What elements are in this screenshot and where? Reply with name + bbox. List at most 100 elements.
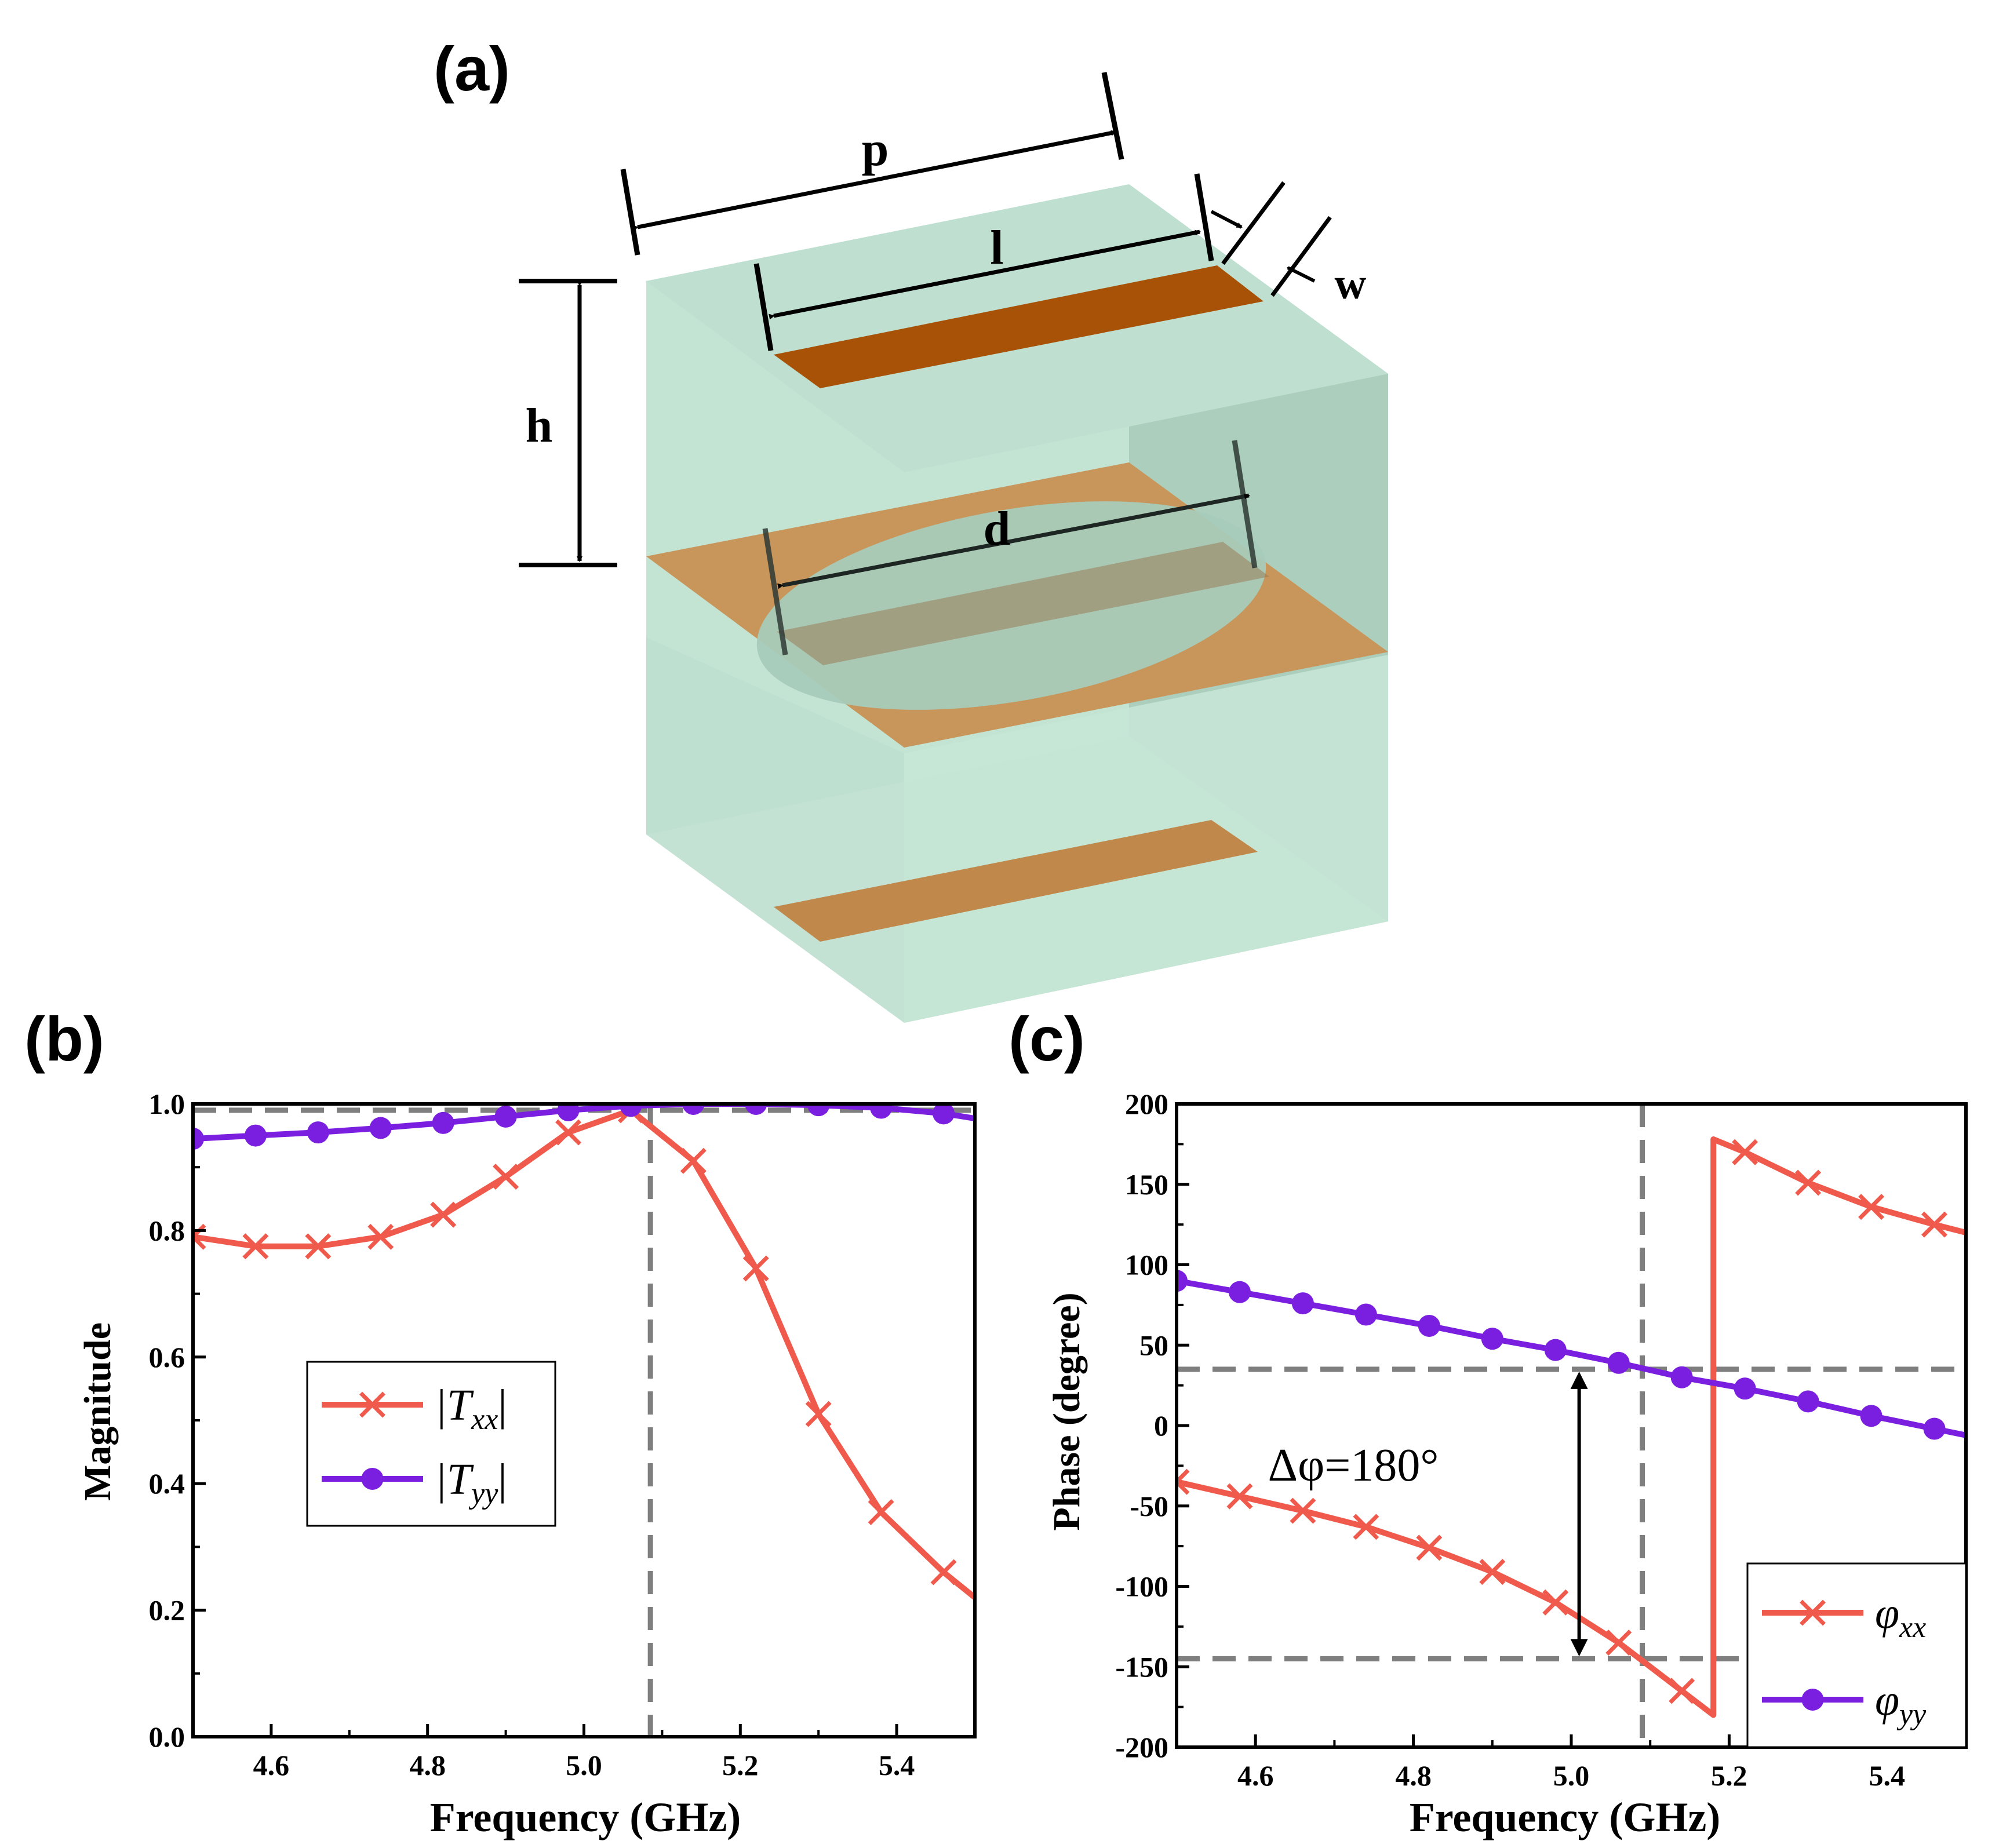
y-tick-label: 1.0 bbox=[149, 1088, 185, 1120]
dim-label-d: d bbox=[984, 502, 1011, 556]
marker-circle-yy bbox=[1670, 1366, 1693, 1388]
c-annotation: Δφ=180° bbox=[1268, 1440, 1439, 1491]
legend-label-xx: |Txx| bbox=[435, 1381, 507, 1436]
marker-circle-yy bbox=[244, 1124, 267, 1147]
y-tick-label: -100 bbox=[1115, 1570, 1168, 1603]
marker-x-xx bbox=[242, 1233, 269, 1260]
x-tick-label: 4.8 bbox=[409, 1749, 446, 1781]
marker-x-xx bbox=[1605, 1630, 1632, 1656]
legend-label-yy: |Tyy| bbox=[435, 1455, 507, 1510]
dim-label-l: l bbox=[990, 221, 1003, 275]
x-tick-label: 5.4 bbox=[1869, 1759, 1906, 1792]
series-yy bbox=[1177, 1270, 1966, 1440]
marker-x-xx bbox=[1226, 1483, 1253, 1510]
dim-label-h: h bbox=[526, 399, 553, 453]
y-tick-label: 150 bbox=[1125, 1168, 1168, 1201]
marker-x-xx bbox=[1177, 1468, 1190, 1495]
x-tick-label: 4.8 bbox=[1395, 1759, 1432, 1792]
c-xlabel: Frequency (GHz) bbox=[1410, 1794, 1721, 1840]
legend-box bbox=[306, 1361, 556, 1527]
marker-x-xx bbox=[868, 1499, 894, 1525]
marker-x-xx bbox=[1921, 1211, 1947, 1238]
y-tick-label: 0.6 bbox=[149, 1341, 185, 1373]
series-line-xx bbox=[1177, 1136, 1966, 1718]
x-tick-label: 5.0 bbox=[566, 1749, 602, 1781]
marker-x-xx bbox=[367, 1223, 394, 1250]
marker-circle-yy bbox=[1177, 1270, 1188, 1292]
legend-marker-x bbox=[359, 1391, 385, 1418]
marker-circle-yy bbox=[682, 1104, 705, 1115]
x-tick-label: 5.2 bbox=[722, 1749, 759, 1781]
marker-circle-yy bbox=[1923, 1417, 1946, 1440]
marker-circle-yy bbox=[1734, 1377, 1756, 1400]
x-tick-label: 5.0 bbox=[1553, 1759, 1590, 1792]
delta-phase-arrow bbox=[1570, 1371, 1588, 1657]
legend-label-yy: φyy bbox=[1875, 1676, 1927, 1731]
y-tick-label: 0.2 bbox=[149, 1594, 185, 1627]
y-tick-label: 200 bbox=[1125, 1088, 1168, 1120]
marker-x-xx bbox=[430, 1201, 457, 1228]
marker-circle-yy bbox=[193, 1128, 204, 1150]
marker-x-xx bbox=[1479, 1559, 1506, 1585]
marker-circle-yy bbox=[1291, 1292, 1314, 1315]
c-ylabel: Phase (degree) bbox=[1046, 1292, 1088, 1530]
legend-box bbox=[1746, 1562, 1967, 1748]
x-tick-label: 5.4 bbox=[879, 1749, 915, 1781]
y-tick-label: 100 bbox=[1125, 1249, 1168, 1281]
marker-circle-yy bbox=[494, 1105, 517, 1128]
legend-marker-circle bbox=[1801, 1689, 1824, 1711]
y-tick-label: 50 bbox=[1139, 1329, 1168, 1361]
marker-x-xx bbox=[805, 1401, 832, 1427]
marker-x-xx bbox=[1732, 1139, 1758, 1165]
marker-x-xx bbox=[305, 1233, 332, 1260]
marker-x-xx bbox=[555, 1119, 581, 1146]
panel-label-a: (a) bbox=[434, 34, 510, 104]
b-xlabel: Frequency (GHz) bbox=[430, 1794, 741, 1840]
marker-x-xx bbox=[742, 1255, 769, 1282]
y-tick-label: -200 bbox=[1115, 1731, 1168, 1763]
marker-x-xx bbox=[930, 1559, 957, 1585]
marker-x-xx bbox=[1353, 1514, 1379, 1540]
marker-x-xx bbox=[680, 1147, 707, 1174]
legend-marker-circle bbox=[361, 1468, 384, 1490]
marker-circle-yy bbox=[1354, 1303, 1377, 1326]
marker-circle-yy bbox=[1797, 1390, 1819, 1413]
marker-circle-yy bbox=[1481, 1328, 1503, 1350]
x-tick-label: 5.2 bbox=[1711, 1759, 1747, 1792]
marker-circle-yy bbox=[307, 1121, 329, 1144]
marker-x-xx bbox=[1542, 1589, 1569, 1616]
panel-label-b: (b) bbox=[24, 1004, 104, 1074]
marker-circle-yy bbox=[620, 1104, 642, 1117]
b-ylabel: Magnitude bbox=[77, 1322, 119, 1501]
marker-circle-yy bbox=[807, 1104, 830, 1117]
marker-circle-yy bbox=[1544, 1339, 1567, 1361]
marker-circle-yy bbox=[369, 1117, 392, 1139]
marker-circle-yy bbox=[432, 1111, 454, 1134]
legend-label-xx: φxx bbox=[1875, 1589, 1926, 1644]
unit-cell-schematic: p l w h d bbox=[519, 72, 1388, 1023]
marker-circle-yy bbox=[745, 1104, 767, 1115]
marker-circle-yy bbox=[1860, 1405, 1883, 1427]
marker-circle-yy bbox=[557, 1104, 580, 1121]
series-line-xx bbox=[193, 1107, 975, 1600]
x-tick-label: 4.6 bbox=[253, 1749, 290, 1781]
legend: φxx φyy bbox=[1746, 1562, 1967, 1748]
y-tick-label: 0.4 bbox=[149, 1467, 185, 1500]
marker-circle-yy bbox=[1228, 1281, 1251, 1303]
marker-x-xx bbox=[1669, 1678, 1695, 1704]
y-tick-label: 0 bbox=[1154, 1409, 1168, 1442]
dim-label-w: w bbox=[1335, 260, 1367, 308]
marker-circle-yy bbox=[870, 1104, 893, 1119]
x-tick-label: 4.6 bbox=[1237, 1759, 1274, 1792]
series-yy bbox=[193, 1104, 975, 1150]
dim-label-p: p bbox=[862, 122, 889, 176]
marker-x-xx bbox=[1290, 1497, 1316, 1524]
series-xx bbox=[1177, 1136, 1966, 1718]
marker-x-xx bbox=[1858, 1194, 1885, 1220]
marker-circle-yy bbox=[1607, 1351, 1630, 1374]
marker-circle-yy bbox=[933, 1104, 955, 1125]
y-tick-label: -150 bbox=[1115, 1650, 1168, 1683]
panel-label-c: (c) bbox=[1008, 1004, 1085, 1074]
